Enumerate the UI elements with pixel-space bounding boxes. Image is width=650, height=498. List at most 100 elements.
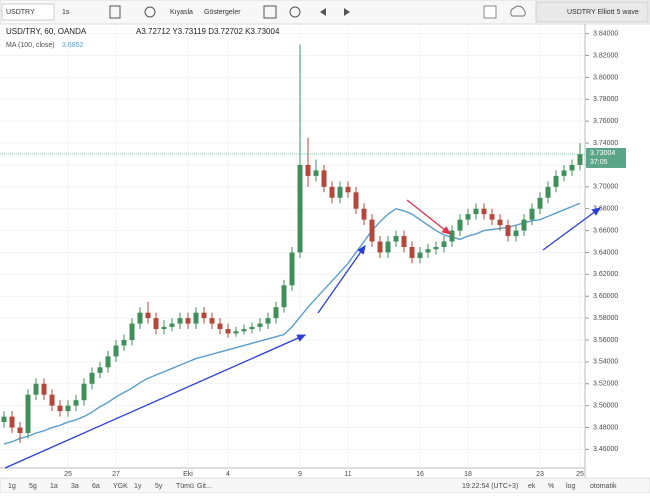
candle-body xyxy=(305,164,311,176)
candle-body xyxy=(473,208,479,215)
candle-body xyxy=(193,312,199,324)
candle-body xyxy=(161,326,167,330)
candle-body xyxy=(17,427,23,433)
candle-body xyxy=(377,241,383,253)
symbol-box[interactable] xyxy=(1,3,55,21)
candle-body xyxy=(385,241,391,253)
range-button[interactable]: 6a xyxy=(92,483,100,490)
candle-body xyxy=(233,331,239,334)
annotation-arrow[interactable] xyxy=(317,244,366,314)
range-button[interactable]: 5y xyxy=(155,483,163,490)
candle-body xyxy=(337,186,343,198)
candle-body xyxy=(201,312,207,319)
last-price-label: 3.73004 xyxy=(590,150,615,157)
x-tick-label: 9 xyxy=(298,471,302,478)
annotation-arrow[interactable] xyxy=(4,334,307,469)
candle-body xyxy=(257,323,263,327)
candle-body xyxy=(225,329,231,334)
template-icon[interactable] xyxy=(263,5,277,19)
y-tick-label: 3.80000 xyxy=(593,74,618,81)
scale-option[interactable]: otomatik xyxy=(590,483,617,490)
y-tick-label: 3.74000 xyxy=(593,140,618,147)
y-tick-label: 3.60000 xyxy=(593,293,618,300)
y-tick-label: 3.50000 xyxy=(593,402,618,409)
annotation-arrow[interactable] xyxy=(406,199,452,235)
symbol[interactable]: USDTRY xyxy=(6,9,35,16)
y-tick-label: 3.62000 xyxy=(593,271,618,278)
candle-body xyxy=(521,219,527,231)
cloud-icon[interactable] xyxy=(510,5,526,17)
range-button[interactable]: 5g xyxy=(29,483,37,490)
settings-icon[interactable] xyxy=(144,6,156,18)
range-button[interactable]: 1a xyxy=(50,483,58,490)
y-tick-label: 3.48000 xyxy=(593,424,618,431)
x-tick-label: 25 xyxy=(576,471,584,478)
range-button[interactable]: 1g xyxy=(8,483,16,490)
candle-body xyxy=(369,219,375,242)
compare[interactable]: Kıyasla xyxy=(170,9,193,16)
redo-icon[interactable] xyxy=(344,8,350,16)
layout-name[interactable]: USDTRY Elliott 5 wave xyxy=(567,9,639,16)
scale-option[interactable]: % xyxy=(548,483,554,490)
y-tick-label: 3.64000 xyxy=(593,249,618,256)
candle-body xyxy=(481,208,487,215)
range-button[interactable]: 1y xyxy=(134,483,142,490)
candle-body xyxy=(281,285,287,308)
candle-body xyxy=(9,416,15,428)
y-tick-label: 3.52000 xyxy=(593,381,618,388)
candle-body xyxy=(401,236,407,247)
indicators[interactable]: Göstergeler xyxy=(204,9,241,16)
candle-body xyxy=(49,394,55,406)
undo-icon[interactable] xyxy=(320,8,326,16)
x-tick-label: 16 xyxy=(416,471,424,478)
y-tick-label: 3.76000 xyxy=(593,118,618,125)
y-tick-label: 3.68000 xyxy=(593,206,618,213)
candle-body xyxy=(321,170,327,187)
candle-body xyxy=(97,367,103,373)
fullscreen-icon[interactable] xyxy=(483,5,497,19)
candle-body xyxy=(537,197,543,209)
candle-body xyxy=(497,219,503,226)
goto-button[interactable]: Git... xyxy=(197,483,212,490)
candle-body xyxy=(289,252,295,286)
candle-body xyxy=(465,214,471,220)
candle-body xyxy=(433,247,439,250)
x-tick-label: 27 xyxy=(112,471,120,478)
candle-body xyxy=(265,318,271,324)
candle-body xyxy=(89,372,95,384)
candle-body xyxy=(313,170,319,176)
candle-body xyxy=(113,345,119,357)
clock: 19:22:54 (UTC+3) xyxy=(462,483,518,490)
scale-option[interactable]: log xyxy=(566,483,575,490)
range-button[interactable]: YGK xyxy=(113,483,128,490)
y-tick-label: 3.66000 xyxy=(593,227,618,234)
chart-style-icon[interactable] xyxy=(109,5,121,19)
scale-option[interactable]: ek xyxy=(528,483,536,490)
candle-body xyxy=(33,383,39,395)
range-button[interactable]: 3a xyxy=(71,483,79,490)
layout-box[interactable] xyxy=(535,1,649,23)
y-tick-label: 3.70000 xyxy=(593,184,618,191)
candle-body xyxy=(249,326,255,330)
alert-icon[interactable] xyxy=(289,6,301,18)
candle-body xyxy=(241,329,247,332)
annotation-arrow[interactable] xyxy=(542,207,602,251)
x-tick-label: 25 xyxy=(64,471,72,478)
range-button[interactable]: Tümü xyxy=(176,483,194,490)
candle-body xyxy=(81,383,87,401)
candle-body xyxy=(169,323,175,327)
candle-body xyxy=(105,356,111,368)
candle-body xyxy=(489,214,495,220)
candle-body xyxy=(41,383,47,395)
candle-body xyxy=(449,230,455,242)
candle-body xyxy=(185,318,191,324)
candle-body xyxy=(209,318,215,324)
candle-body xyxy=(457,219,463,231)
interval[interactable]: 1s xyxy=(62,9,70,16)
candle-body xyxy=(417,252,423,258)
candle-body xyxy=(361,208,367,220)
candle-body xyxy=(393,236,399,242)
candle-body xyxy=(273,307,279,319)
x-tick-label: 4 xyxy=(226,471,230,478)
x-tick-label: 18 xyxy=(464,471,472,478)
